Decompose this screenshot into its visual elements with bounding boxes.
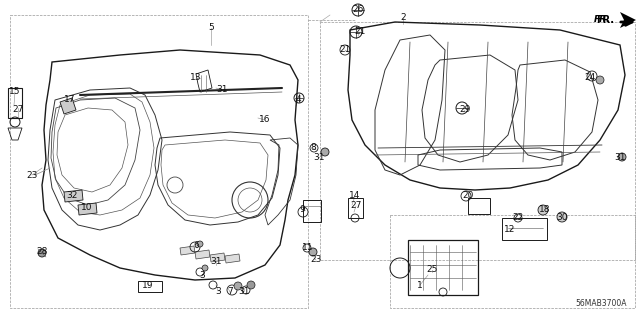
Circle shape [321, 148, 329, 156]
Text: 6: 6 [193, 241, 199, 249]
Text: FR.: FR. [593, 16, 610, 25]
Text: 13: 13 [190, 73, 202, 83]
Polygon shape [620, 12, 636, 28]
Text: 21: 21 [355, 27, 365, 36]
Text: 32: 32 [67, 190, 77, 199]
Bar [348, 198, 363, 218]
Text: 27: 27 [350, 202, 362, 211]
Text: 14: 14 [349, 191, 361, 201]
Text: 7: 7 [227, 287, 233, 296]
Text: 16: 16 [259, 115, 271, 124]
Text: 26: 26 [352, 5, 364, 14]
Circle shape [538, 205, 548, 215]
Bar [408, 240, 478, 295]
Text: 18: 18 [540, 205, 551, 214]
Text: 9: 9 [299, 205, 305, 214]
Text: 3: 3 [215, 286, 221, 295]
Text: 2: 2 [400, 13, 406, 23]
Bar [303, 200, 321, 222]
Text: 23: 23 [26, 170, 38, 180]
Text: 21: 21 [339, 46, 351, 55]
Text: 5: 5 [208, 24, 214, 33]
Text: 23: 23 [310, 256, 322, 264]
Text: 22: 22 [513, 213, 524, 222]
Polygon shape [225, 254, 240, 263]
Text: 31: 31 [238, 286, 250, 295]
Text: 4: 4 [295, 95, 301, 105]
Text: 12: 12 [504, 226, 516, 234]
Text: 1: 1 [417, 280, 423, 290]
Bar [502, 218, 547, 240]
Circle shape [557, 212, 567, 222]
Polygon shape [195, 250, 210, 259]
Circle shape [202, 265, 208, 271]
Text: 29: 29 [460, 106, 470, 115]
Text: FR.: FR. [596, 15, 614, 25]
Circle shape [38, 249, 46, 257]
Text: 15: 15 [9, 87, 20, 97]
Text: 3: 3 [199, 271, 205, 280]
Polygon shape [64, 190, 83, 202]
Text: 31: 31 [211, 257, 221, 266]
Polygon shape [180, 246, 195, 255]
Text: 24: 24 [584, 73, 596, 83]
Circle shape [197, 241, 203, 247]
Text: 20: 20 [462, 191, 474, 201]
Text: 56MAB3700A: 56MAB3700A [575, 299, 627, 308]
Text: 31: 31 [614, 153, 626, 162]
Polygon shape [60, 98, 76, 114]
Circle shape [596, 76, 604, 84]
Circle shape [247, 281, 255, 289]
Text: 30: 30 [556, 213, 568, 222]
Text: 25: 25 [426, 265, 438, 275]
Text: 28: 28 [36, 248, 48, 256]
Text: 11: 11 [302, 243, 314, 253]
Text: 31: 31 [216, 85, 228, 94]
Polygon shape [210, 253, 225, 262]
Text: 31: 31 [313, 153, 324, 162]
Text: 8: 8 [310, 144, 316, 152]
Circle shape [618, 153, 626, 161]
Text: 10: 10 [81, 204, 93, 212]
Text: 27: 27 [12, 106, 24, 115]
Polygon shape [78, 203, 97, 215]
Bar [468, 198, 490, 214]
Circle shape [309, 248, 317, 256]
Circle shape [234, 282, 242, 290]
Text: 19: 19 [142, 280, 154, 290]
Text: 17: 17 [64, 95, 76, 105]
